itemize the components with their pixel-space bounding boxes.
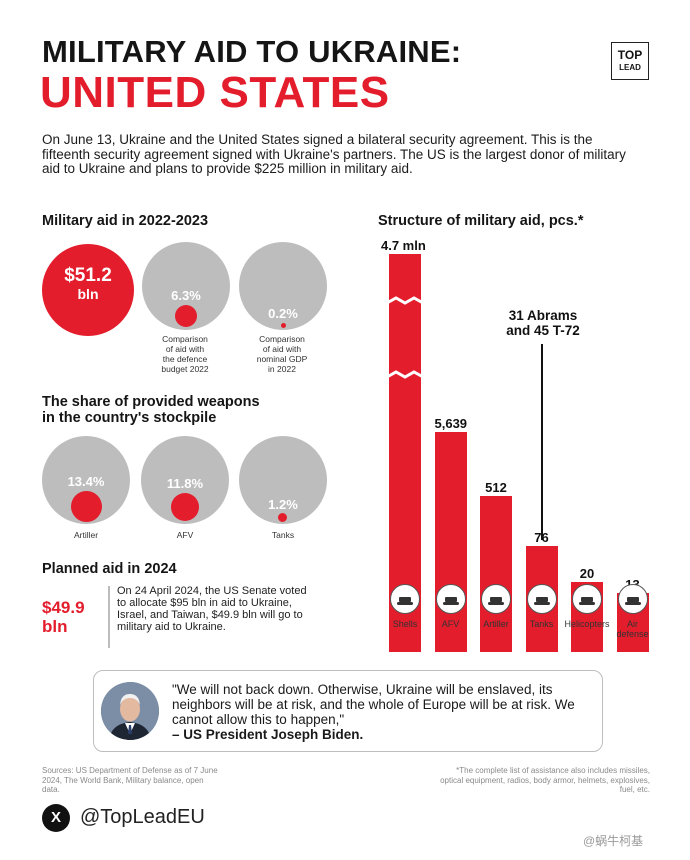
- toplead-logo: TOP LEAD: [611, 42, 649, 80]
- tank-icon: [526, 584, 557, 614]
- afv-share-circle: 11.8%: [141, 436, 229, 524]
- tanks-share-label: Tanks: [271, 530, 295, 540]
- planned-aid-unit: bln: [42, 617, 68, 636]
- quote-body: "We will not back down. Otherwise, Ukrai…: [172, 682, 575, 727]
- bar-category-label: Tanks: [529, 619, 554, 629]
- bar-category-label: Shells: [392, 619, 418, 629]
- bar-category-label: Helicopters: [564, 619, 610, 629]
- planned-aid-heading: Planned aid in 2024: [42, 561, 177, 577]
- title-line-2: UNITED STATES: [40, 68, 390, 117]
- bar-category-label: Artiller: [483, 619, 509, 629]
- total-aid-circle: $51.2 bln: [42, 244, 134, 336]
- quote-box: [93, 670, 603, 752]
- tanks-annotation-line-2: and 45 T-72: [506, 323, 580, 338]
- gdp-circle: 0.2%: [239, 242, 327, 330]
- title-line-1: MILITARY AID TO UKRAINE:: [42, 34, 462, 69]
- total-aid-value: $51.2: [64, 265, 112, 286]
- caption-line: Comparison: [162, 334, 208, 344]
- stockpile-heading-line-1: The share of provided weapons: [42, 394, 260, 410]
- air-defense-icon: [617, 584, 648, 614]
- logo-lead: LEAD: [619, 63, 641, 72]
- axis-break-mark: [387, 370, 423, 379]
- portrait-icon: [101, 682, 159, 740]
- bar-value-label: 20: [579, 565, 595, 581]
- quote-text: "We will not back down. Otherwise, Ukrai…: [172, 682, 597, 742]
- afv-share-label: AFV: [176, 530, 194, 540]
- planned-aid-amount: $49.9: [42, 598, 85, 617]
- sources-note: Sources: US Department of Defense as of …: [42, 766, 218, 794]
- artillery-icon: [481, 584, 511, 614]
- caption-line: budget 2022: [161, 364, 209, 374]
- defence-budget-pct: 6.3%: [171, 288, 201, 303]
- bar-category-label: Air defense: [616, 619, 649, 639]
- caption-line: Comparison: [259, 334, 305, 344]
- tanks-share-circle: 1.2%: [239, 436, 327, 524]
- assistance-footnote: *The complete list of assistance also in…: [440, 766, 650, 794]
- stockpile-heading: The share of provided weapons in the cou…: [42, 394, 260, 426]
- tanks-share-pct: 1.2%: [268, 497, 298, 512]
- planned-aid-value: $49.9 bln: [42, 598, 85, 636]
- axis-break-mark: [432, 370, 469, 379]
- logo-top: TOP: [617, 48, 643, 62]
- bar-value-label: 512: [485, 479, 507, 495]
- artillery-share-label: Artiller: [73, 530, 99, 540]
- watermark: @蜗牛柯基: [583, 834, 644, 848]
- social-handle[interactable]: @TopLeadEU: [80, 806, 205, 828]
- caption-line: the defence: [162, 354, 208, 364]
- defence-budget-caption: Comparison of aid with the defence budge…: [140, 334, 230, 374]
- bar-artiller: [480, 495, 512, 652]
- artillery-share-circle: 13.4%: [42, 436, 130, 524]
- annotation-leader-line: [541, 344, 543, 540]
- aid-2022-2023-heading: Military aid in 2022-2023: [42, 213, 209, 229]
- artillery-share-dot: [71, 491, 102, 522]
- tanks-share-dot: [278, 513, 287, 522]
- planned-divider: [108, 586, 110, 648]
- defence-budget-circle: 6.3%: [142, 242, 230, 330]
- gdp-caption: Comparison of aid with nominal GDP in 20…: [237, 334, 327, 374]
- x-icon[interactable]: X: [42, 804, 70, 832]
- intro-paragraph: On June 13, Ukraine and the United State…: [42, 132, 626, 176]
- shells-icon: [390, 584, 420, 614]
- helicopter-icon: [572, 584, 602, 614]
- afv-icon: [435, 584, 466, 614]
- bar-value-label: 4.7 mln: [381, 238, 426, 253]
- biden-avatar: [101, 682, 159, 740]
- artillery-share-pct: 13.4%: [67, 474, 105, 489]
- chart-title: Structure of military aid, pcs.*: [378, 213, 584, 229]
- afv-share-pct: 11.8%: [166, 476, 204, 491]
- bar-category-label: AFV: [441, 619, 460, 629]
- afv-share-dot: [171, 493, 199, 521]
- stockpile-heading-line-2: in the country's stockpile: [42, 410, 217, 426]
- caption-line: of aid with: [165, 344, 205, 354]
- caption-line: nominal GDP: [256, 354, 308, 364]
- caption-line: in 2022: [268, 364, 296, 374]
- quote-author: – US President Joseph Biden.: [172, 727, 364, 742]
- caption-line: of aid with: [262, 344, 302, 354]
- tanks-annotation-line-1: 31 Abrams: [508, 308, 578, 323]
- gdp-dot: [281, 323, 286, 328]
- gdp-pct: 0.2%: [268, 306, 298, 321]
- defence-budget-dot: [175, 305, 197, 327]
- total-aid-unit: bln: [77, 286, 99, 302]
- axis-break-mark: [387, 296, 423, 305]
- planned-aid-text: On 24 April 2024, the US Senate voted to…: [117, 585, 307, 633]
- bar-value-label: 5,639: [434, 416, 468, 432]
- bar-afv: [434, 432, 467, 652]
- tanks-annotation: 31 Abrams and 45 T-72: [488, 308, 598, 338]
